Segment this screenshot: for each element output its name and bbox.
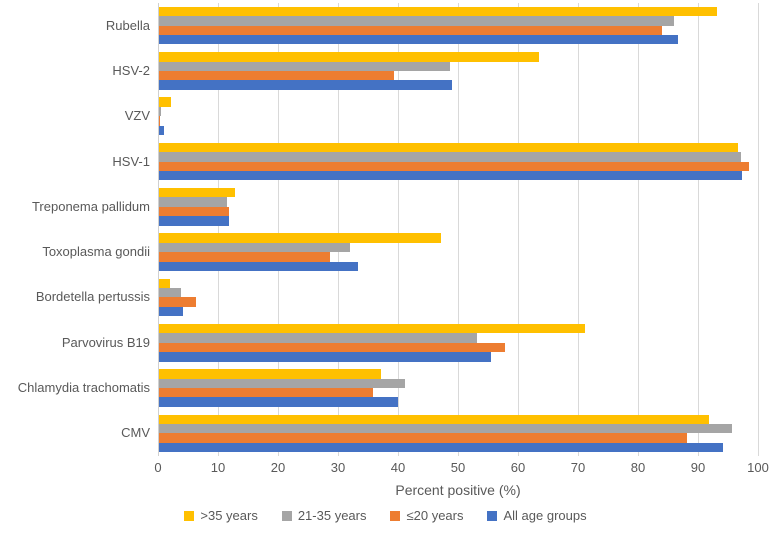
bar <box>159 142 738 153</box>
bar <box>159 423 732 434</box>
category-label: VZV <box>124 108 150 124</box>
bar <box>159 216 229 226</box>
bar <box>159 52 539 62</box>
gridline-20 <box>278 3 279 456</box>
category-label: Parvovirus B19 <box>61 334 150 350</box>
x-tick-label: 30 <box>330 460 346 475</box>
x-tick-label: 100 <box>747 460 769 475</box>
bar <box>159 233 441 243</box>
legend-label: 21-35 years <box>297 508 367 523</box>
legend-swatch-icon <box>281 510 292 521</box>
legend-swatch-icon <box>184 510 195 521</box>
bar <box>159 278 170 289</box>
x-tick-label: 20 <box>270 460 286 475</box>
legend-label: All age groups <box>503 508 587 523</box>
bar <box>159 97 171 107</box>
gridline-50 <box>458 3 459 456</box>
bar <box>159 152 741 162</box>
bar <box>159 352 492 362</box>
gridline-60 <box>518 3 519 456</box>
chart-legend: >35 years 21-35 years ≤20 years All age gro… <box>0 508 771 523</box>
bar <box>159 323 585 334</box>
bar <box>159 16 674 26</box>
legend-label: ≤20 years <box>406 508 464 523</box>
legend-item: 21-35 years <box>281 508 367 523</box>
bar <box>159 369 381 379</box>
gridline-10 <box>218 3 219 456</box>
category-label: Toxoplasma gondii <box>42 244 150 260</box>
x-tick-label: 0 <box>154 460 162 475</box>
bar <box>159 25 662 36</box>
gridline-90 <box>698 3 699 456</box>
x-tick-label: 80 <box>630 460 646 475</box>
gridline-30 <box>338 3 339 456</box>
x-tick-label: 60 <box>510 460 526 475</box>
bar <box>159 261 358 271</box>
bar <box>159 397 399 407</box>
bar <box>159 206 229 217</box>
category-label: HSV-1 <box>112 153 150 169</box>
legend-item: ≤20 years <box>390 508 463 523</box>
bar <box>159 106 162 117</box>
legend-item: >35 years <box>184 508 258 523</box>
category-label: Bordetella pertussis <box>35 289 150 305</box>
gridline-70 <box>578 3 579 456</box>
gridline-40 <box>398 3 399 456</box>
category-label: Rubella <box>105 17 150 33</box>
bar <box>159 188 236 198</box>
bar <box>159 388 374 398</box>
gridline-80 <box>638 3 639 456</box>
legend-item: All age groups <box>487 508 587 523</box>
x-tick-label: 70 <box>570 460 586 475</box>
bar <box>159 414 710 424</box>
category-label: HSV-2 <box>112 62 150 78</box>
x-tick-label: 10 <box>210 460 226 475</box>
category-label: CMV <box>121 425 150 441</box>
category-label: Treponema pallidum <box>31 198 150 214</box>
legend-swatch-icon <box>487 510 498 521</box>
legend-swatch-icon <box>390 510 401 521</box>
bar <box>159 197 227 207</box>
bar <box>159 170 743 181</box>
bar <box>159 288 182 298</box>
bar <box>159 35 678 45</box>
bar <box>159 6 717 17</box>
bar <box>159 306 183 317</box>
bar <box>159 252 330 262</box>
category-axis-line <box>158 3 159 456</box>
category-label: Chlamydia trachomatis <box>17 380 150 396</box>
x-tick-label: 90 <box>690 460 706 475</box>
bar <box>159 333 477 343</box>
legend-label: >35 years <box>200 508 258 523</box>
gridline-100 <box>758 3 759 456</box>
bar <box>159 61 450 71</box>
bar <box>159 116 160 126</box>
bar <box>159 161 749 171</box>
bar <box>159 342 506 353</box>
bar <box>159 70 395 81</box>
bar <box>159 378 405 389</box>
x-tick-label: 50 <box>450 460 466 475</box>
bar <box>159 433 687 443</box>
bar <box>159 297 197 307</box>
bar <box>159 80 453 90</box>
x-tick-label: 40 <box>390 460 406 475</box>
bar <box>159 125 164 136</box>
x-axis-title: Percent positive (%) <box>395 482 521 498</box>
bar <box>159 442 723 453</box>
bar <box>159 242 350 253</box>
